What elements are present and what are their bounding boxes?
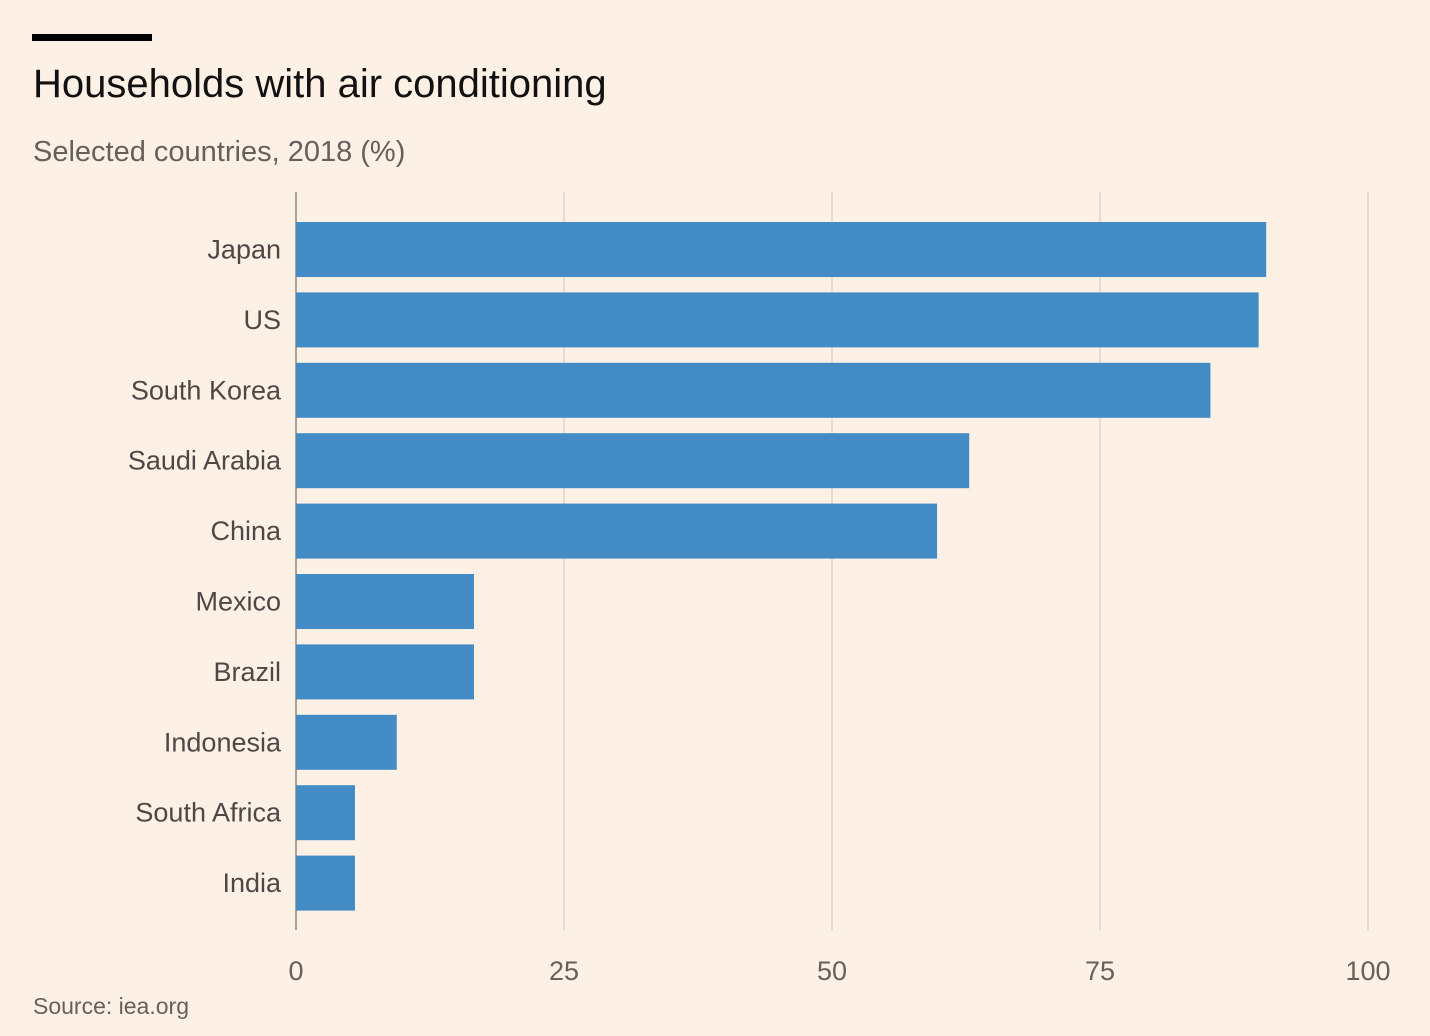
bars [296,222,1267,911]
category-label: India [222,868,282,898]
bar-south-africa [296,785,355,841]
x-tick-label: 75 [1085,956,1115,986]
x-tick-label: 50 [817,956,847,986]
chart-subtitle: Selected countries, 2018 (%) [33,136,406,168]
x-axis-tick-labels: 0 25 50 75 100 [288,956,1390,986]
x-tick-label: 0 [288,956,303,986]
x-tick-label: 25 [549,956,579,986]
title-accent-bar [32,34,152,41]
category-label: Brazil [213,657,281,687]
bar-brazil [296,644,474,700]
category-label: US [243,305,281,335]
category-label: China [210,516,282,546]
bar-indonesia [296,714,397,770]
bar-china [296,503,938,559]
category-label: Indonesia [164,727,282,757]
category-label: Saudi Arabia [128,446,282,476]
source-note: Source: iea.org [33,993,189,1019]
category-labels: Japan US South Korea Saudi Arabia China Mexic… [128,235,282,899]
bar-south-korea [296,362,1211,418]
chart-title: Households with air conditioning [33,62,607,106]
bar-saudi-arabia [296,433,970,489]
category-label: South Korea [131,375,282,405]
x-tick-label: 100 [1345,956,1390,986]
bar-us [296,292,1259,348]
bar-mexico [296,574,474,629]
category-label: South Africa [135,798,282,828]
category-label: Mexico [195,587,281,617]
bar-japan [296,222,1267,277]
category-label: Japan [207,235,281,265]
bar-india [296,855,355,911]
